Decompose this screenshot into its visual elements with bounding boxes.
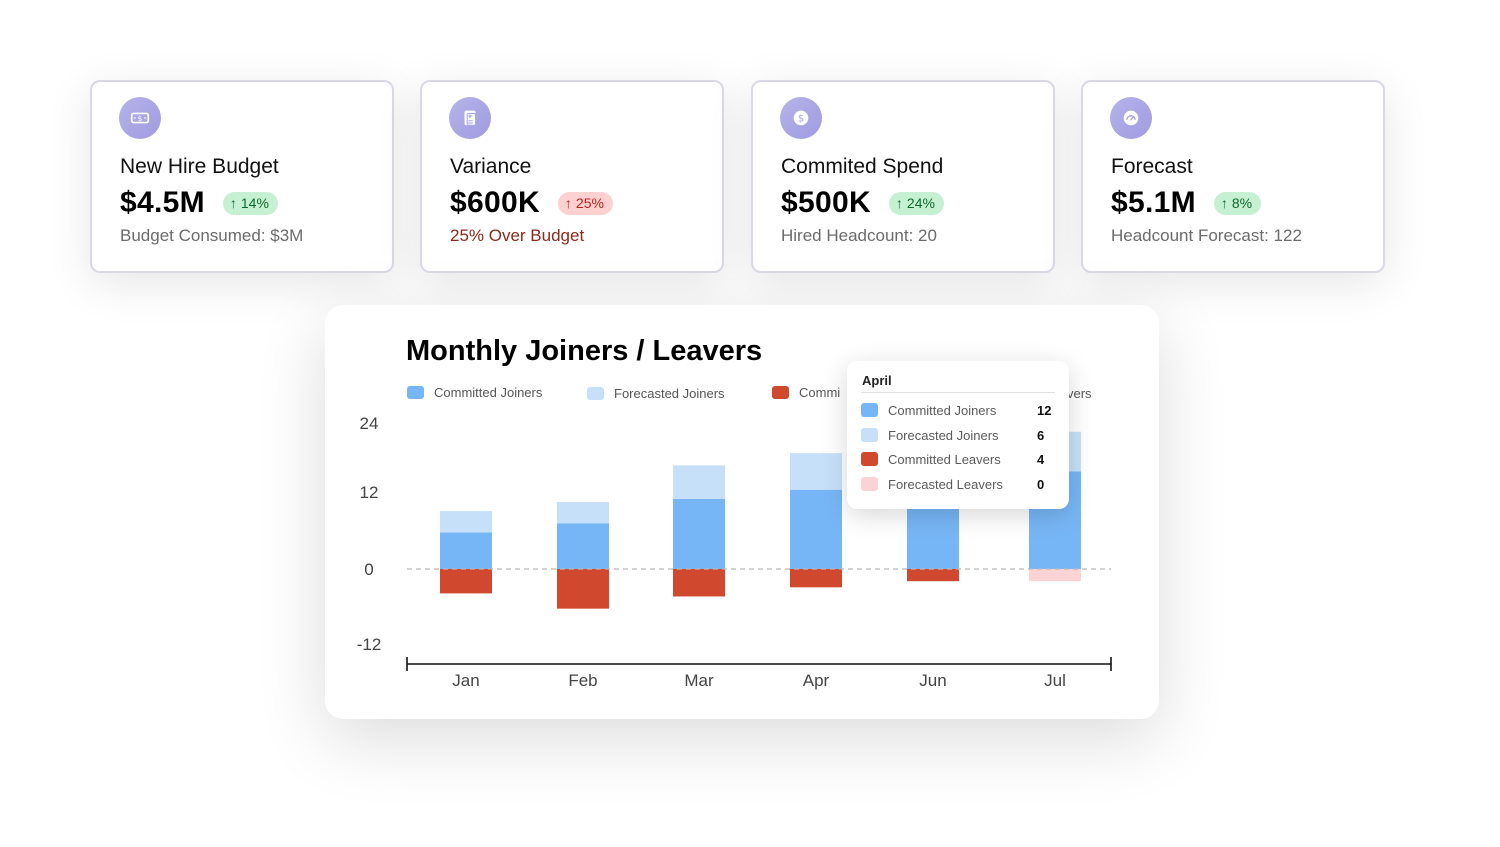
card-value: $600K: [450, 186, 540, 219]
bar-segment: [440, 569, 492, 594]
kpi-card-forecast[interactable]: Forecast $5.1M ↑ 8% Headcount Forecast: 1…: [1081, 80, 1385, 273]
bar-chart: 24 12 0 -12 Jan Feb Mar Apr Jun Jul: [357, 414, 1112, 690]
x-tick-label: Jan: [452, 671, 479, 690]
bar-segment: [673, 569, 725, 597]
svg-text:$: $: [798, 114, 804, 125]
y-tick-label: 24: [360, 414, 379, 433]
card-subtitle: Budget Consumed: $3M: [120, 226, 304, 245]
bar-segment: [440, 532, 492, 569]
card-value: $5.1M: [1111, 186, 1196, 219]
trend-badge: ↑ 24%: [888, 191, 944, 215]
x-tick-label: Mar: [684, 671, 714, 690]
chart-tooltip: April Committed Joiners 12 Forecasted Jo…: [847, 361, 1069, 509]
card-subtitle: 25% Over Budget: [450, 226, 585, 245]
chart-title: Monthly Joiners / Leavers: [406, 335, 763, 367]
money-bill-icon: $: [119, 97, 161, 139]
arrow-up-icon: ↑: [229, 195, 237, 211]
document-plus-icon: [449, 97, 491, 139]
tooltip-swatch: [861, 428, 878, 442]
bar-segment: [1029, 569, 1081, 582]
trend-badge: ↑ 8%: [1213, 191, 1262, 215]
card-subtitle: Hired Headcount: 20: [781, 226, 937, 245]
tooltip-row-forecasted-leavers: Forecasted Leavers 0: [861, 476, 1055, 492]
tooltip-title: April: [862, 373, 892, 388]
x-tick-label: Jun: [919, 671, 946, 690]
bar-segment: [673, 498, 725, 569]
card-title: Variance: [450, 155, 532, 178]
legend-item-committed-joiners[interactable]: Committed Joiners: [407, 385, 542, 400]
kpi-card-new-hire-budget[interactable]: $ New Hire Budget $4.5M ↑ 14% Budget Cons…: [90, 80, 394, 273]
y-tick-label: 0: [364, 560, 373, 579]
bar-segment: [790, 453, 842, 490]
bar-segment: [557, 501, 609, 524]
bar-segment: [907, 569, 959, 582]
bar-segment: [673, 465, 725, 499]
bar-segment: [557, 523, 609, 569]
legend-swatch: [772, 386, 789, 399]
card-title: Forecast: [1111, 155, 1193, 178]
bar-segment: [557, 569, 609, 609]
tooltip-swatch: [861, 452, 878, 466]
legend-item-committed-leavers[interactable]: Commi: [772, 385, 840, 400]
bar-segment: [790, 569, 842, 588]
chart-legend: Committed Joiners Forecasted Joiners Com…: [407, 385, 1107, 405]
svg-text:$: $: [138, 114, 143, 123]
arrow-up-icon: ↑: [1220, 195, 1228, 211]
tooltip-divider: [861, 392, 1055, 393]
card-title: New Hire Budget: [120, 155, 279, 178]
y-tick-label: -12: [357, 635, 382, 654]
tooltip-swatch: [861, 403, 878, 417]
legend-swatch: [587, 387, 604, 400]
bar-segment: [440, 511, 492, 533]
arrow-up-icon: ↑: [564, 195, 572, 211]
y-tick-label: 12: [360, 483, 379, 502]
card-value: $4.5M: [120, 186, 205, 219]
x-tick-label: Feb: [568, 671, 597, 690]
bar-segment: [790, 489, 842, 569]
arrow-up-icon: ↑: [895, 195, 903, 211]
tooltip-row-committed-leavers: Committed Leavers 4: [861, 451, 1055, 467]
tooltip-row-forecasted-joiners: Forecasted Joiners 6: [861, 427, 1055, 443]
kpi-card-commited-spend[interactable]: $ Commited Spend $500K ↑ 24% Hired Headco…: [751, 80, 1055, 273]
chart-panel: Monthly Joiners / Leavers Committed Join…: [325, 305, 1159, 719]
x-tick-label: Jul: [1044, 671, 1066, 690]
card-value: $500K: [781, 186, 871, 219]
trend-badge: ↑ 25%: [557, 191, 613, 215]
legend-swatch: [407, 386, 424, 399]
tooltip-swatch: [861, 477, 878, 491]
legend-item-forecasted-leavers[interactable]: vers: [1067, 386, 1092, 401]
x-tick-label: Apr: [803, 671, 830, 690]
kpi-card-variance[interactable]: Variance $600K ↑ 25% 25% Over Budget: [420, 80, 724, 273]
card-subtitle: Headcount Forecast: 122: [1111, 226, 1302, 245]
tooltip-row-committed-joiners: Committed Joiners 12: [861, 402, 1055, 418]
legend-item-forecasted-joiners[interactable]: Forecasted Joiners: [587, 386, 725, 401]
gauge-icon: [1110, 97, 1152, 139]
trend-badge: ↑ 14%: [222, 191, 278, 215]
dollar-circle-icon: $: [780, 97, 822, 139]
card-title: Commited Spend: [781, 155, 944, 178]
